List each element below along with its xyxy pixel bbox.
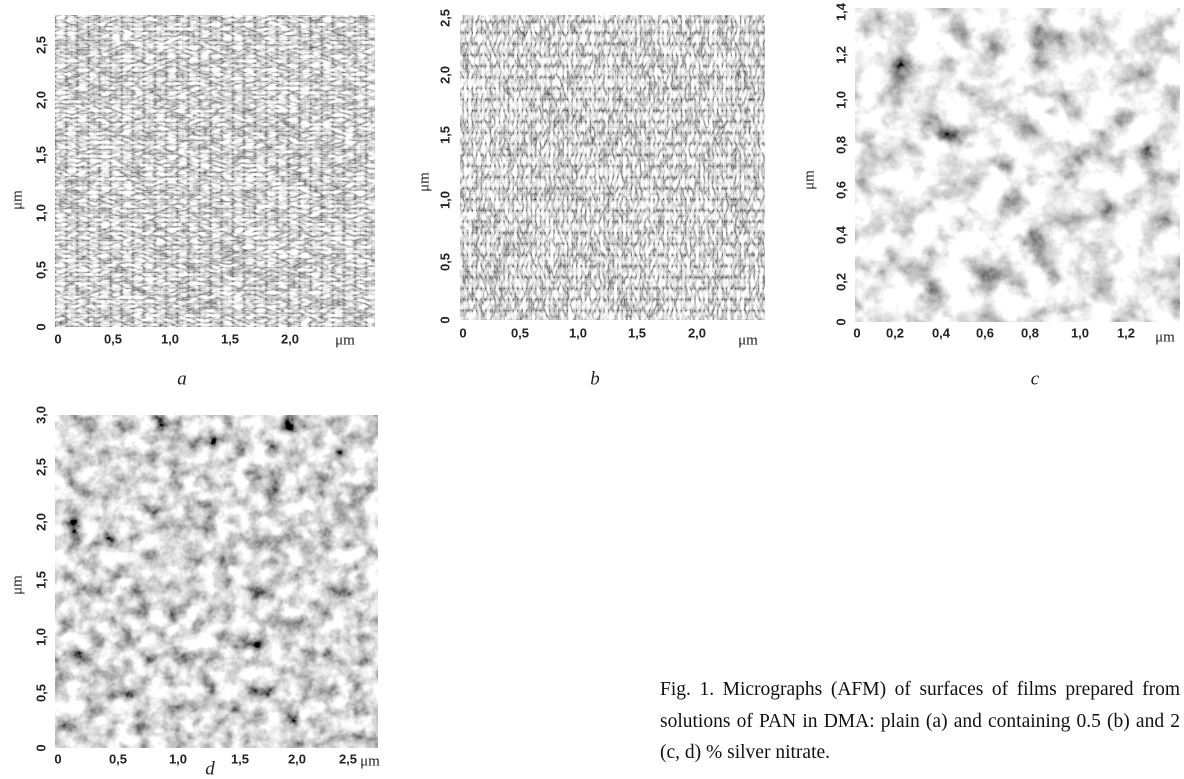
y-tick-label: 1,0 [833,91,848,109]
y-tick-label: 0,5 [33,684,48,702]
y-tick-label: 1,2 [833,46,848,64]
y-axis-unit: μm [9,575,25,595]
x-tick-label: 0 [54,331,61,346]
panel-letter: c [1031,368,1040,389]
y-tick-label: 2,5 [33,36,48,54]
panel-letter: b [590,368,600,389]
x-tick-label: 0 [853,325,860,340]
x-axis-unit: μm [738,332,758,348]
y-tick-label: 0,8 [833,136,848,154]
x-tick-label: 0,5 [511,325,529,340]
y-tick-label: 1,0 [437,191,452,209]
x-tick-label: 0,2 [886,325,904,340]
x-tick-label: 0,5 [109,751,127,766]
y-tick-label: 0 [33,744,48,751]
x-tick-label: 0,5 [104,331,122,346]
y-tick-label: 0,5 [33,261,48,279]
x-tick-label: 1,0 [161,331,179,346]
y-tick-label: 0,4 [833,225,848,244]
caption: Fig. 1. Micrographs (AFM) of surfaces of… [660,674,1180,769]
y-axis-unit: μm [416,172,432,192]
y-tick-label: 1,5 [33,571,48,589]
micrograph [460,15,765,320]
x-tick-label: 1,0 [169,751,187,766]
caption-line: Fig. 1. Micrographs (AFM) of surfaces of… [660,679,1180,700]
micrograph [55,15,375,327]
y-tick-label: 1,5 [437,126,452,144]
x-tick-label: 2,0 [688,325,706,340]
y-tick-label: 0,5 [437,253,452,271]
y-tick-label: 1,5 [33,146,48,164]
caption-line: solutions of PAN in DMA: plain (a) and c… [660,710,1180,732]
y-tick-label: 1,4 [833,2,848,21]
y-tick-label: 0,6 [833,181,848,199]
x-tick-label: 1,0 [1071,325,1089,340]
x-tick-label: 0 [459,325,466,340]
x-tick-label: 1,5 [628,325,646,340]
y-tick-label: 2,0 [33,513,48,531]
y-axis-unit: μm [9,190,25,210]
x-tick-label: 0,4 [932,325,951,340]
panel-letter: d [205,758,215,779]
y-tick-label: 0 [833,318,848,325]
x-tick-label: 2,0 [288,751,306,766]
y-tick-label: 0 [33,323,48,330]
x-tick-label: 1,0 [569,325,587,340]
y-tick-label: 1,0 [33,628,48,646]
x-tick-label: 1,5 [221,331,239,346]
x-tick-label: 0,8 [1021,325,1039,340]
x-tick-label: 0,6 [976,325,994,340]
caption-line: (c, d) % silver nitrate. [660,742,831,763]
x-tick-label: 2,0 [281,331,299,346]
y-tick-label: 2,5 [33,458,48,476]
y-tick-label: 2,0 [33,91,48,109]
x-tick-label: 0 [54,751,61,766]
micrograph [855,8,1180,322]
y-tick-label: 2,0 [437,66,452,84]
panel-letter: a [177,368,187,389]
x-axis-unit: μm [360,753,380,769]
x-tick-label: 2,5 [339,751,357,766]
y-tick-label: 3,0 [33,406,48,424]
y-axis-unit: μm [801,170,817,190]
x-axis-unit: μm [1155,329,1175,345]
x-axis-unit: μm [335,332,355,348]
x-tick-label: 1,5 [231,751,249,766]
y-tick-label: 1,0 [33,204,48,222]
x-tick-label: 1,2 [1117,325,1135,340]
y-tick-label: 2,5 [437,9,452,27]
y-tick-label: 0,2 [833,273,848,291]
micrograph [55,415,378,748]
y-tick-label: 0 [437,316,452,323]
